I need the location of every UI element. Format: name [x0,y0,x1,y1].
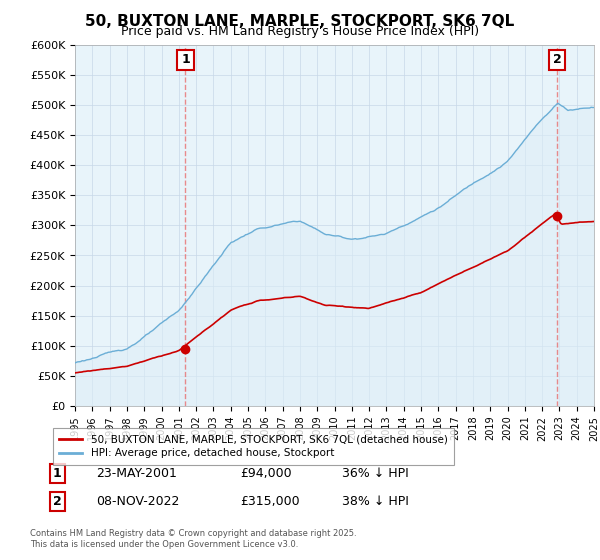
Text: 2: 2 [53,494,61,508]
Text: Price paid vs. HM Land Registry's House Price Index (HPI): Price paid vs. HM Land Registry's House … [121,25,479,38]
Text: 50, BUXTON LANE, MARPLE, STOCKPORT, SK6 7QL: 50, BUXTON LANE, MARPLE, STOCKPORT, SK6 … [85,14,515,29]
Text: Contains HM Land Registry data © Crown copyright and database right 2025.
This d: Contains HM Land Registry data © Crown c… [30,529,356,549]
Text: 2: 2 [553,53,561,66]
Legend: 50, BUXTON LANE, MARPLE, STOCKPORT, SK6 7QL (detached house), HPI: Average price: 50, BUXTON LANE, MARPLE, STOCKPORT, SK6 … [53,428,454,465]
Text: £94,000: £94,000 [240,466,292,480]
Text: 08-NOV-2022: 08-NOV-2022 [96,494,179,508]
Text: 1: 1 [53,466,61,480]
Text: £315,000: £315,000 [240,494,299,508]
Text: 38% ↓ HPI: 38% ↓ HPI [342,494,409,508]
Text: 1: 1 [181,53,190,66]
Text: 36% ↓ HPI: 36% ↓ HPI [342,466,409,480]
Text: 23-MAY-2001: 23-MAY-2001 [96,466,177,480]
